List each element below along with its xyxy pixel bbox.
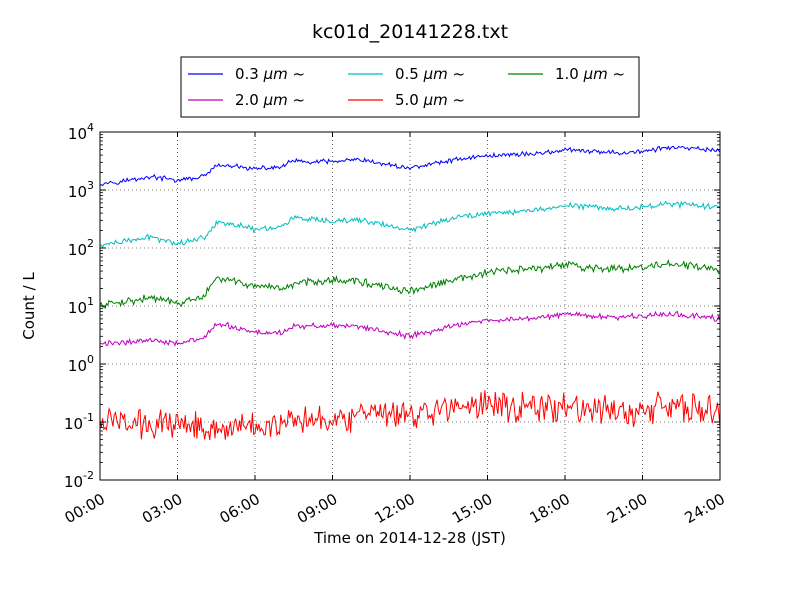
x-tick-labels: 00:00 03:00 06:00 09:00 12:00 15:00 18:00 21:00… xyxy=(62,490,728,527)
x-tick-label: 24:00 xyxy=(682,490,728,527)
y-tick-label: 102 xyxy=(68,237,94,259)
y-tick-label: 100 xyxy=(68,353,94,375)
series-line-2 xyxy=(100,200,720,249)
x-tick-label: 12:00 xyxy=(372,490,418,527)
series-line-5 xyxy=(100,390,720,441)
plot-area xyxy=(99,131,721,481)
y-tick-label: 10-1 xyxy=(64,411,94,433)
legend-label-4: 2.0 μm ~ xyxy=(235,91,305,109)
y-tick-label: 101 xyxy=(68,295,94,317)
x-tick-label: 06:00 xyxy=(217,490,263,527)
legend: 0.3 μm ~ 0.5 μm ~ 1.0 μm ~ 2.0 μm ~ 5.0 μm ~ xyxy=(180,56,640,118)
legend-box xyxy=(180,56,640,118)
series-line-3 xyxy=(100,258,720,310)
legend-label-1: 0.3 μm ~ xyxy=(235,65,305,83)
axis-ticks xyxy=(99,131,721,481)
x-tick-label: 03:00 xyxy=(139,490,185,527)
grid-lines xyxy=(100,132,720,480)
y-tick-label: 10-2 xyxy=(64,469,94,491)
y-tick-label: 104 xyxy=(68,121,94,143)
x-tick-label: 09:00 xyxy=(294,490,340,527)
series-line-1 xyxy=(100,145,720,187)
y-tick-labels: 10-2 10-1 100 101 102 103 104 xyxy=(64,121,94,491)
series-line-4 xyxy=(100,310,720,347)
series-lines xyxy=(100,145,720,441)
y-axis-label: Count / L xyxy=(20,272,38,340)
chart-title: kc01d_20141228.txt xyxy=(312,21,508,43)
x-tick-label: 15:00 xyxy=(449,490,495,527)
x-axis-label: Time on 2014-12-28 (JST) xyxy=(313,529,506,547)
y-tick-label: 103 xyxy=(68,179,94,201)
legend-label-3: 1.0 μm ~ xyxy=(555,65,625,83)
legend-label-5: 5.0 μm ~ xyxy=(395,91,465,109)
legend-label-2: 0.5 μm ~ xyxy=(395,65,465,83)
x-tick-label: 21:00 xyxy=(604,490,650,527)
x-tick-label: 00:00 xyxy=(62,490,108,527)
x-tick-label: 18:00 xyxy=(527,490,573,527)
